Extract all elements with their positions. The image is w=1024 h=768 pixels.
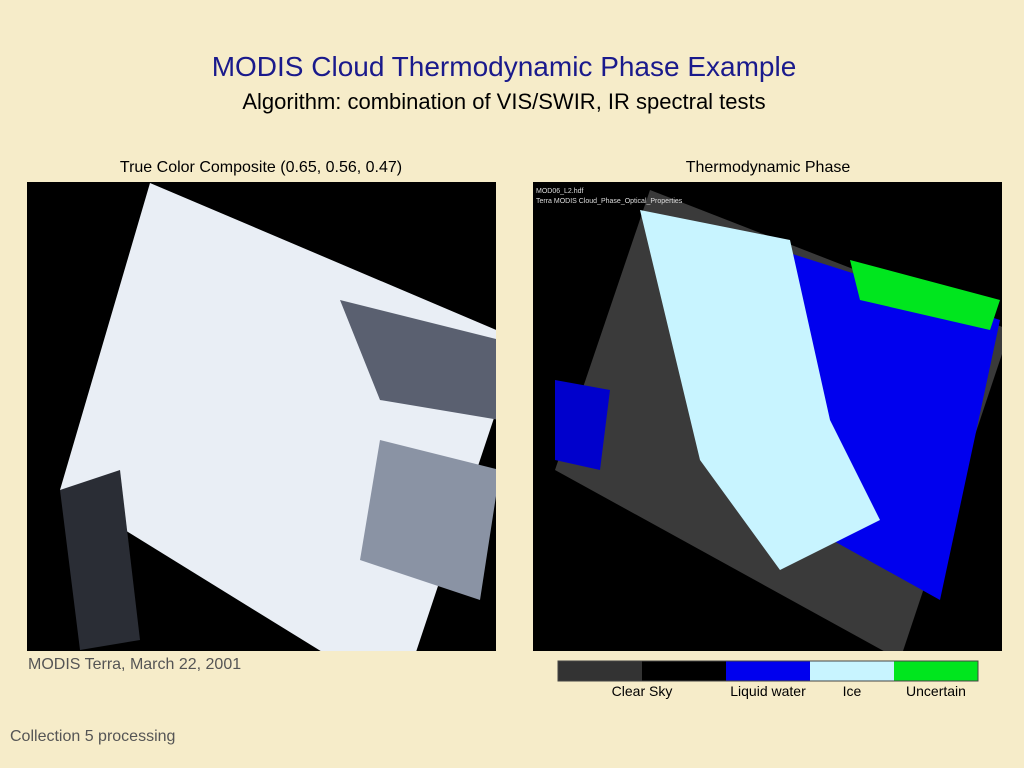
phase-image <box>533 182 1002 651</box>
legend: Clear Sky Liquid water Ice Uncertain <box>557 660 979 699</box>
legend-swatch <box>558 661 642 681</box>
footer: Collection 5 processing <box>10 728 175 745</box>
legend-label: Clear Sky <box>612 683 673 699</box>
legend-swatch <box>894 661 978 681</box>
true-color-image <box>27 182 496 651</box>
legend-frame <box>557 660 979 682</box>
title: MODIS Cloud Thermodynamic Phase Example <box>212 51 797 82</box>
subtitle: Algorithm: combination of VIS/SWIR, IR s… <box>242 89 765 114</box>
legend-swatch <box>726 661 810 681</box>
legend-label: Uncertain <box>906 683 966 699</box>
right-caption: Thermodynamic Phase <box>686 159 851 176</box>
legend-label: Liquid water <box>730 683 806 699</box>
image-header: Terra MODIS Cloud_Phase_Optical_Properti… <box>536 198 683 205</box>
legend-swatch <box>642 661 726 681</box>
image-header: MOD06_L2.hdf <box>536 188 584 195</box>
legend-swatch <box>810 661 894 681</box>
note: MODIS Terra, March 22, 2001 <box>28 656 241 673</box>
legend-label: Ice <box>843 683 862 699</box>
left-caption: True Color Composite (0.65, 0.56, 0.47) <box>120 159 402 176</box>
